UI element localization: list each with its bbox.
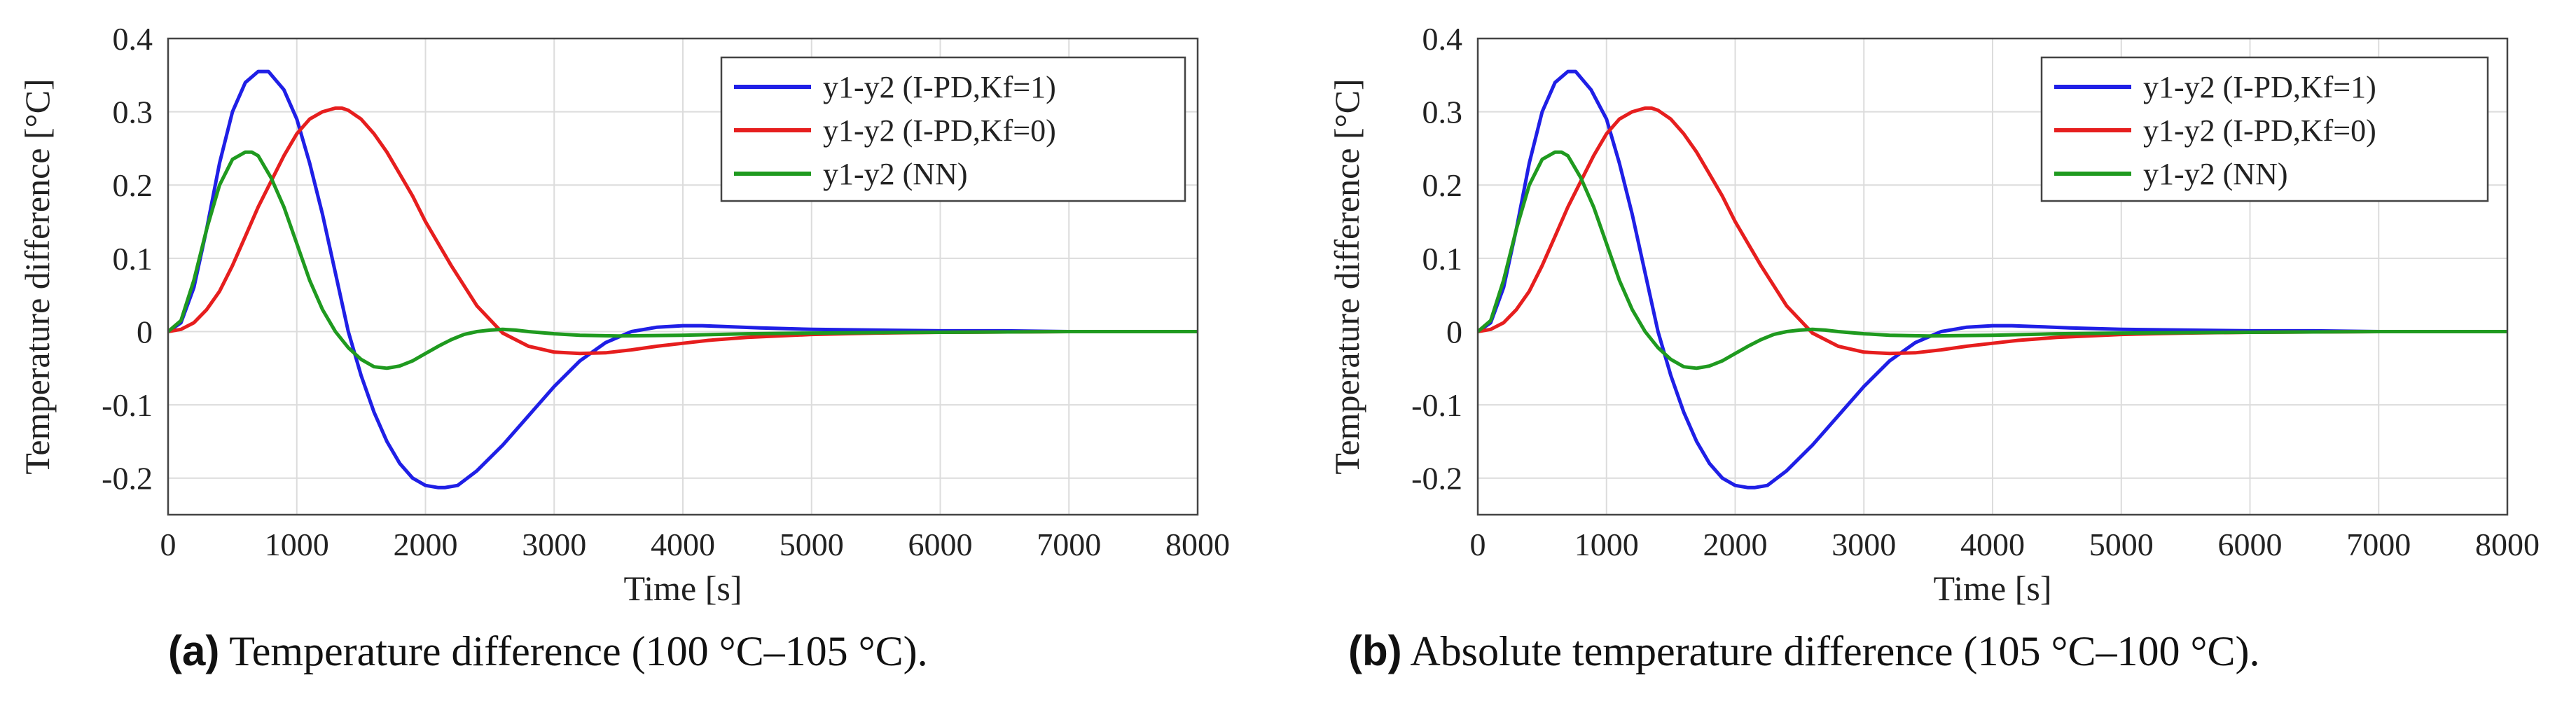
y-tick-label-b: 0.2 xyxy=(1422,167,1463,203)
x-tick-label-a: 2000 xyxy=(394,527,458,562)
x-tick-label-a: 0 xyxy=(160,527,176,562)
series-group-b xyxy=(1478,69,2507,490)
y-tick-label-a: -0.1 xyxy=(102,387,153,423)
x-tick-label-b: 3000 xyxy=(1831,527,1896,562)
y-tick-label-a: 0.1 xyxy=(113,241,153,277)
x-tick-label-b: 0 xyxy=(1470,527,1486,562)
series-line-a-0 xyxy=(168,69,1198,490)
y-tick-label-a: 0 xyxy=(137,314,153,349)
x-axis-label-b: Time [s] xyxy=(1933,569,2051,608)
x-tick-label-b: 1000 xyxy=(1574,527,1639,562)
x-tick-label-a: 7000 xyxy=(1037,527,1101,562)
legend-label-a-2: y1-y2 (NN) xyxy=(823,157,968,191)
y-axis-label-b: Temperature difference [°C] xyxy=(1327,78,1366,474)
y-tick-label-a: -0.2 xyxy=(102,461,153,497)
x-tick-label-a: 8000 xyxy=(1165,527,1230,562)
y-tick-label-a: 0.2 xyxy=(113,167,153,203)
y-tick-label-b: 0.3 xyxy=(1422,95,1463,130)
x-tick-label-a: 3000 xyxy=(522,527,586,562)
caption-a-text: Temperature difference (100 °C–105 °C). xyxy=(229,628,928,674)
y-tick-label-b: 0.4 xyxy=(1422,21,1463,57)
y-axis-label-a: Temperature difference [°C] xyxy=(18,78,57,474)
axes-frame-a xyxy=(167,37,1199,516)
series-group-a xyxy=(168,69,1198,490)
x-tick-label-b: 7000 xyxy=(2346,527,2411,562)
x-tick-label-b: 4000 xyxy=(1960,527,2025,562)
caption-b: (b) Absolute temperature difference (105… xyxy=(1348,627,2260,676)
caption-b-text: Absolute temperature difference (105 °C–… xyxy=(1410,628,2260,674)
axes-frame-b xyxy=(1476,37,2509,516)
chart-panel-a: 0 1000 2000 3000 4000 5000 6000 7000 8000 -0.2 -0.… xyxy=(18,21,1230,608)
series-line-a-1 xyxy=(168,106,1198,356)
chart-panel-b: 0 1000 2000 3000 4000 5000 6000 7000 8000 -0.2 -0.… xyxy=(1327,21,2540,608)
series-line-b-2 xyxy=(1478,150,2507,370)
x-tick-label-b: 6000 xyxy=(2218,527,2283,562)
y-tick-label-a: 0.3 xyxy=(113,95,153,130)
x-tick-label-b: 2000 xyxy=(1703,527,1768,562)
series-line-b-1 xyxy=(1478,106,2507,356)
x-tick-label-a: 5000 xyxy=(780,527,844,562)
legend-label-a-1: y1-y2 (I-PD,Kf=0) xyxy=(823,113,1056,148)
x-axis-label-a: Time [s] xyxy=(623,569,742,608)
x-tick-label-a: 1000 xyxy=(265,527,329,562)
series-line-a-2 xyxy=(168,150,1198,370)
y-tick-label-b: 0.1 xyxy=(1422,241,1463,277)
legend-label-a-0: y1-y2 (I-PD,Kf=1) xyxy=(823,70,1056,104)
series-line-b-0 xyxy=(1478,69,2507,490)
caption-a-label: (a) xyxy=(168,627,220,674)
y-tick-label-b: 0 xyxy=(1446,314,1462,349)
legend-label-b-0: y1-y2 (I-PD,Kf=1) xyxy=(2143,70,2376,104)
caption-b-label: (b) xyxy=(1348,627,1402,674)
x-tick-label-b: 8000 xyxy=(2475,527,2540,562)
x-tick-label-b: 5000 xyxy=(2089,527,2154,562)
caption-a: (a) Temperature difference (100 °C–105 °… xyxy=(168,627,928,676)
legend-label-b-1: y1-y2 (I-PD,Kf=0) xyxy=(2143,113,2376,148)
x-tick-label-a: 4000 xyxy=(651,527,715,562)
legend-label-b-2: y1-y2 (NN) xyxy=(2143,157,2288,191)
y-tick-label-b: -0.1 xyxy=(1411,387,1462,423)
y-tick-label-b: -0.2 xyxy=(1411,461,1462,497)
x-tick-label-a: 6000 xyxy=(908,527,973,562)
y-tick-label-a: 0.4 xyxy=(113,21,153,57)
